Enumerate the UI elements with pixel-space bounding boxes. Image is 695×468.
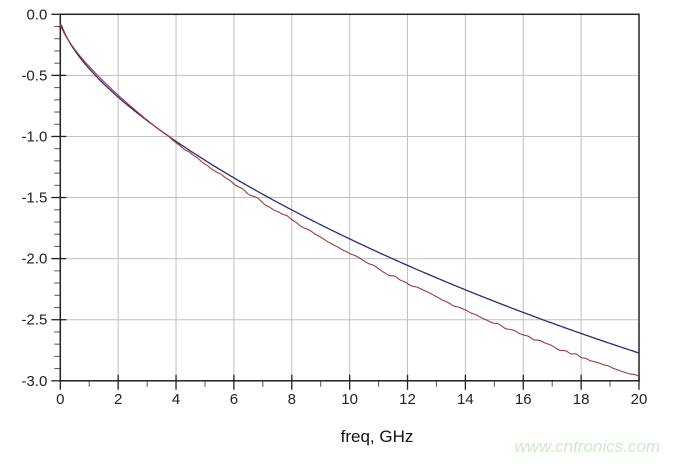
svg-text:10: 10 (341, 391, 358, 408)
svg-text:20: 20 (631, 391, 648, 408)
svg-text:-2.5: -2.5 (21, 312, 47, 329)
svg-text:-2.0: -2.0 (21, 251, 47, 268)
svg-text:-0.5: -0.5 (21, 67, 47, 84)
svg-text:-1.0: -1.0 (21, 128, 47, 145)
svg-text:freq, GHz: freq, GHz (341, 427, 414, 446)
svg-text:2: 2 (114, 391, 122, 408)
svg-text:14: 14 (457, 391, 474, 408)
svg-text:-3.0: -3.0 (21, 373, 47, 390)
svg-text:0: 0 (56, 391, 64, 408)
svg-text:12: 12 (399, 391, 416, 408)
svg-text:6: 6 (230, 391, 238, 408)
svg-text:www.cntronics.com: www.cntronics.com (515, 437, 660, 456)
svg-text:16: 16 (515, 391, 532, 408)
svg-text:18: 18 (573, 391, 590, 408)
svg-text:0.0: 0.0 (26, 6, 47, 23)
svg-text:8: 8 (288, 391, 296, 408)
svg-text:4: 4 (172, 391, 180, 408)
svg-text:-1.5: -1.5 (21, 190, 47, 207)
